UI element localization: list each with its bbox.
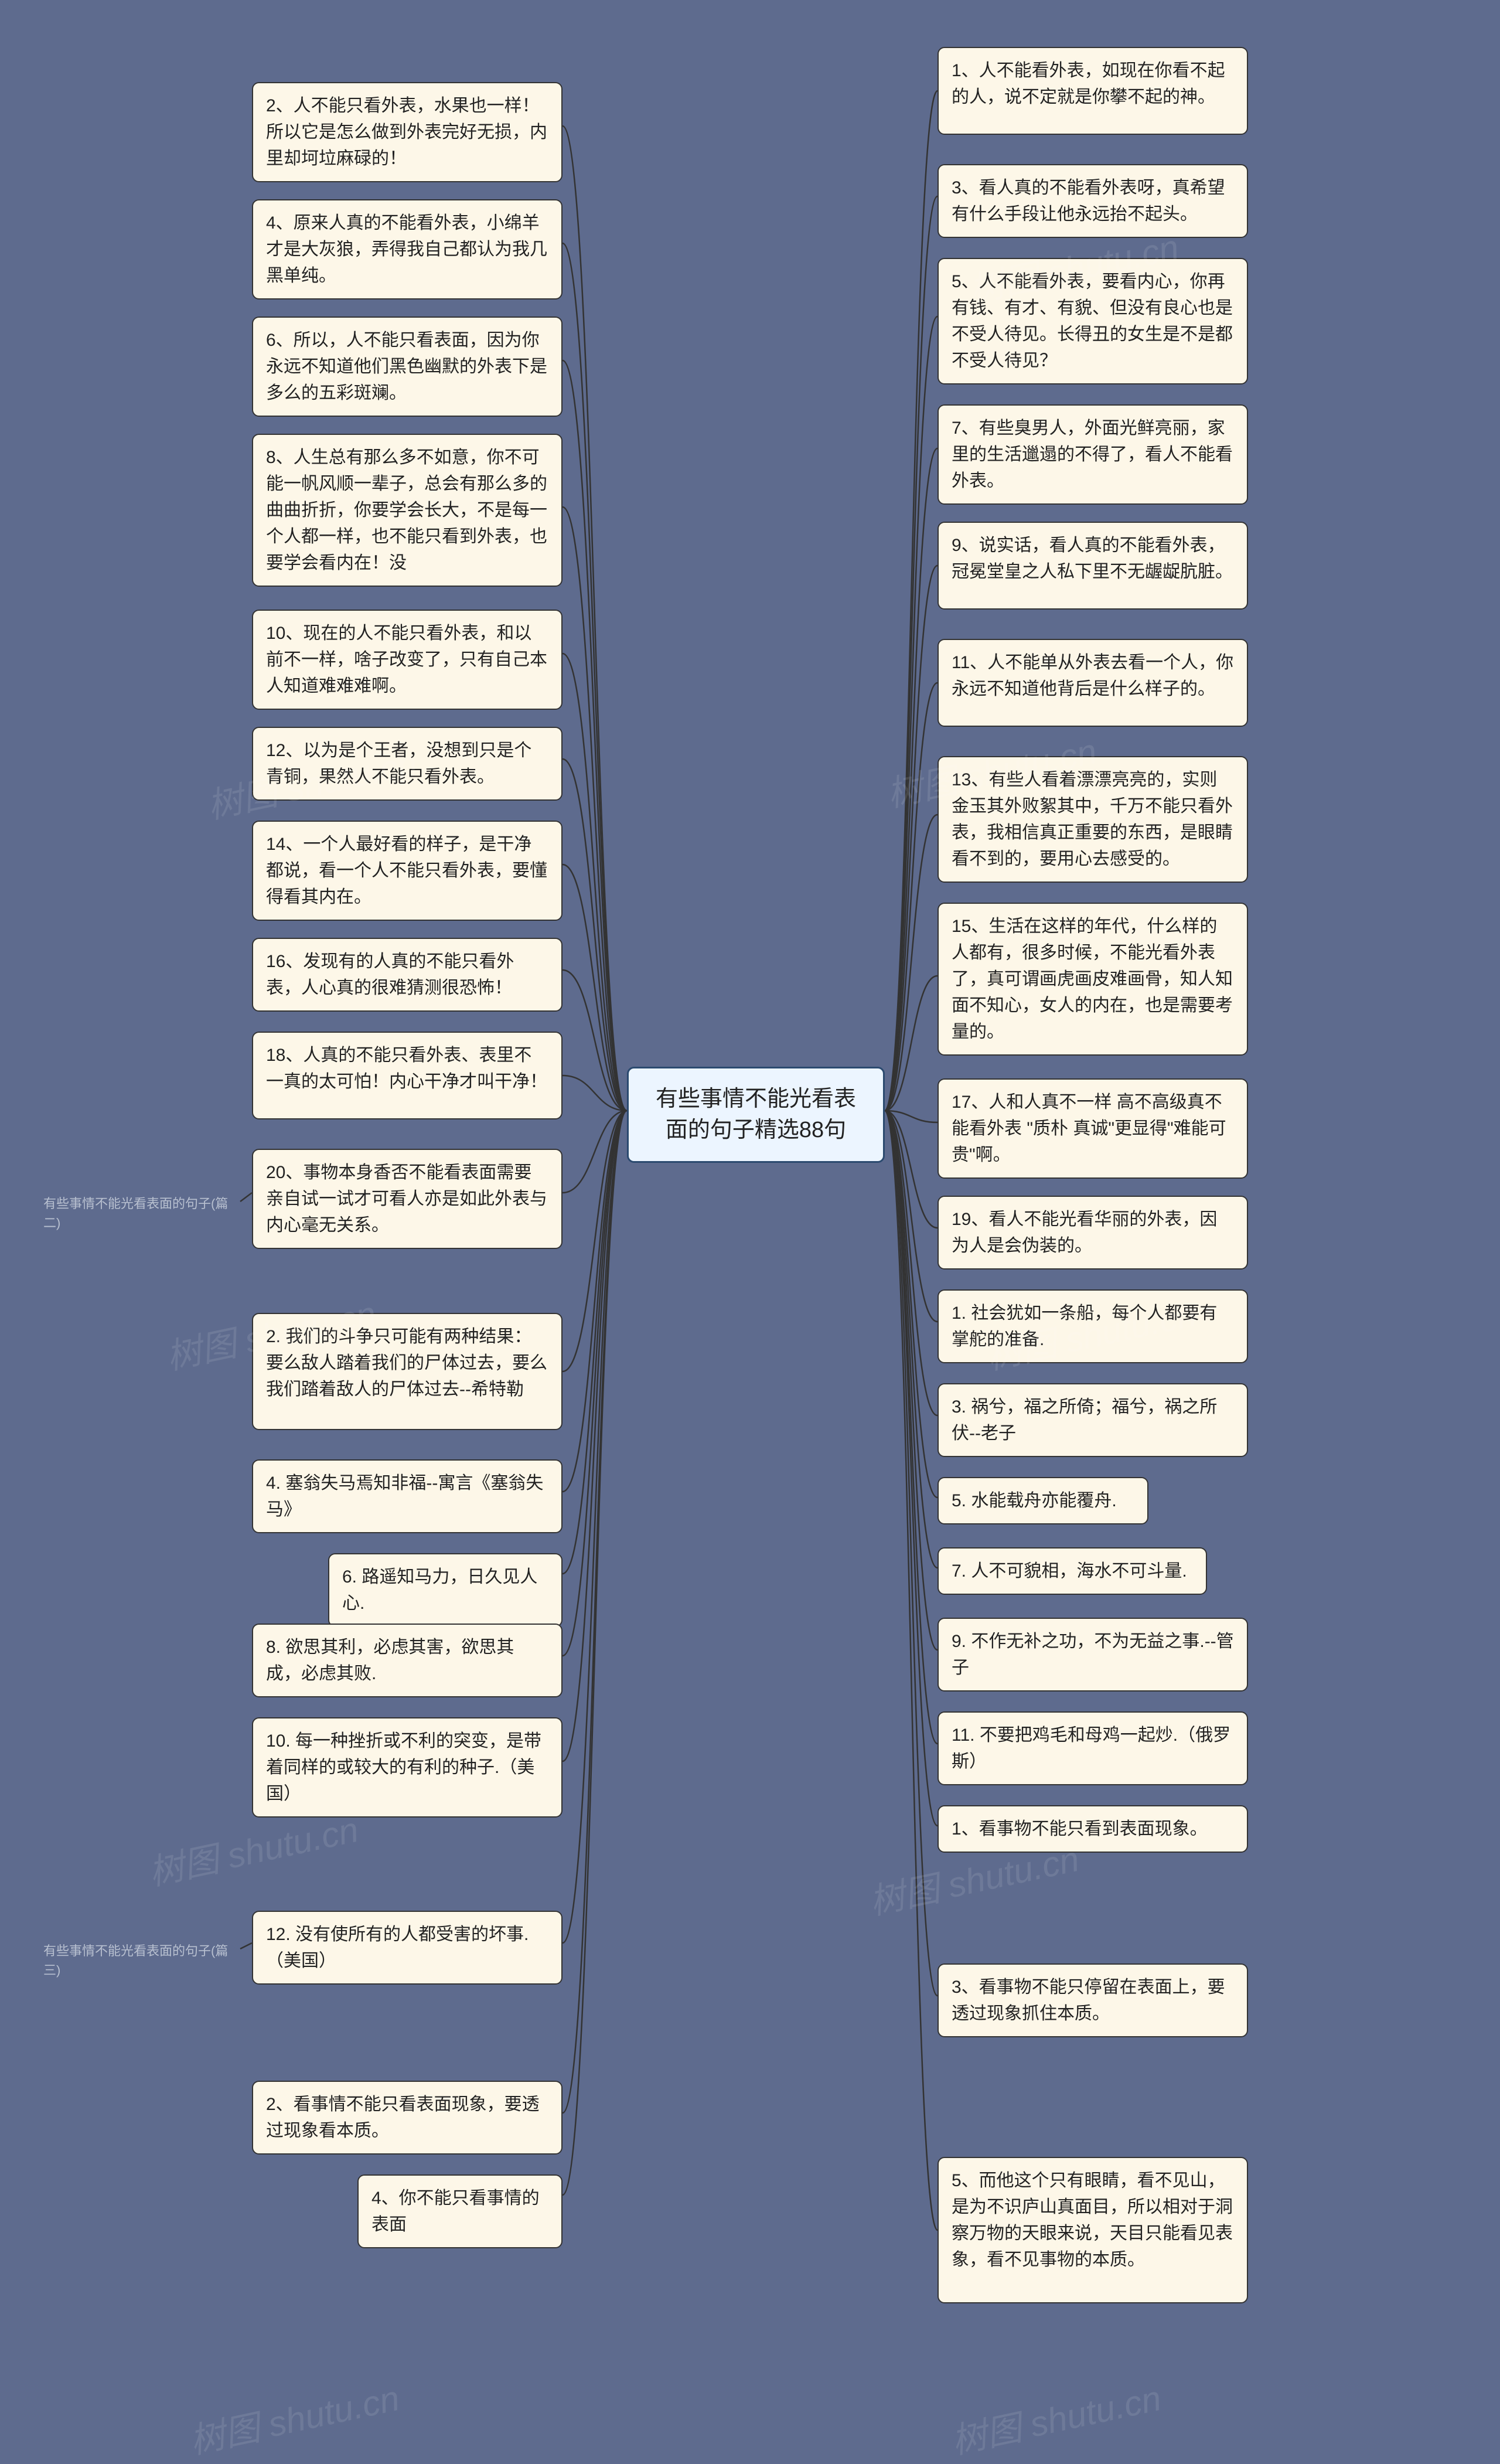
leaf-node: 4、原来人真的不能看外表，小绵羊才是大灰狼，弄得我自己都认为我几黑单纯。	[252, 199, 562, 300]
leaf-node: 3. 祸兮，福之所倚；福兮，祸之所伏--老子	[938, 1383, 1248, 1457]
leaf-node: 3、看人真的不能看外表呀，真希望有什么手段让他永远抬不起头。	[938, 164, 1248, 238]
leaf-node: 6、所以，人不能只看表面，因为你永远不知道他们黑色幽默的外表下是多么的五彩斑斓。	[252, 316, 562, 417]
leaf-node: 12. 没有使所有的人都受害的坏事.（美国）	[252, 1911, 562, 1985]
leaf-node: 2、看事情不能只看表面现象，要透过现象看本质。	[252, 2081, 562, 2155]
leaf-node: 4. 塞翁失马焉知非福--寓言《塞翁失马》	[252, 1459, 562, 1533]
mindmap-canvas: 有些事情不能光看表面的句子精选88句 2、人不能只看外表，水果也一样！所以它是怎么…	[0, 0, 1500, 2455]
watermark: 树图 shutu.cn	[185, 2370, 404, 2464]
leaf-node: 8. 欲思其利，必虑其害，欲思其成，必虑其败.	[252, 1624, 562, 1697]
leaf-node: 15、生活在这样的年代，什么样的人都有，很多时候，不能光看外表了，真可谓画虎画皮…	[938, 903, 1248, 1056]
leaf-node: 19、看人不能光看华丽的外表，因为人是会伪装的。	[938, 1196, 1248, 1270]
leaf-node: 11、人不能单从外表去看一个人，你永远不知道他背后是什么样子的。	[938, 639, 1248, 727]
center-node: 有些事情不能光看表面的句子精选88句	[627, 1067, 885, 1163]
leaf-node: 14、一个人最好看的样子，是干净都说，看一个人不能只看外表，要懂得看其内在。	[252, 821, 562, 921]
watermark: 树图 shutu.cn	[946, 2370, 1165, 2464]
leaf-node: 16、发现有的人真的不能只看外表，人心真的很难猜测很恐怖！	[252, 938, 562, 1012]
leaf-node: 7. 人不可貌相，海水不可斗量.	[938, 1547, 1207, 1595]
leaf-node: 10、现在的人不能只看外表，和以前不一样，啥子改变了，只有自己本人知道难难难啊。	[252, 610, 562, 710]
leaf-node: 1、看事物不能只看到表面现象。	[938, 1805, 1248, 1853]
leaf-node: 5. 水能载舟亦能覆舟.	[938, 1477, 1148, 1524]
link-node: 有些事情不能光看表面的句子(篇二)	[41, 1193, 240, 1234]
leaf-node: 10. 每一种挫折或不利的突变，是带着同样的或较大的有利的种子.（美国）	[252, 1717, 562, 1818]
leaf-node: 20、事物本身香否不能看表面需要亲自试一试才可看人亦是如此外表与内心毫无关系。	[252, 1149, 562, 1249]
leaf-node: 1. 社会犹如一条船，每个人都要有掌舵的准备.	[938, 1289, 1248, 1363]
leaf-node: 7、有些臭男人，外面光鲜亮丽，家里的生活邋遢的不得了，看人不能看外表。	[938, 404, 1248, 505]
leaf-node: 5、而他这个只有眼睛，看不见山，是为不识庐山真面目，所以相对于洞察万物的天眼来说…	[938, 2157, 1248, 2303]
leaf-node: 5、人不能看外表，要看内心，你再有钱、有才、有貌、但没有良心也是不受人待见。长得…	[938, 258, 1248, 384]
link-node: 有些事情不能光看表面的句子(篇三)	[41, 1940, 240, 1981]
leaf-node: 3、看事物不能只停留在表面上，要透过现象抓住本质。	[938, 1963, 1248, 2037]
leaf-node: 17、人和人真不一样 高不高级真不能看外表 "质朴 真诚"更显得"难能可贵"啊。	[938, 1078, 1248, 1179]
leaf-node: 11. 不要把鸡毛和母鸡一起炒.（俄罗斯）	[938, 1711, 1248, 1785]
leaf-node: 1、人不能看外表，如现在你看不起的人，说不定就是你攀不起的神。	[938, 47, 1248, 135]
leaf-node: 13、有些人看着漂漂亮亮的，实则金玉其外败絮其中，千万不能只看外表，我相信真正重…	[938, 756, 1248, 883]
leaf-node: 9. 不作无补之功，不为无益之事.--管子	[938, 1618, 1248, 1692]
leaf-node: 2. 我们的斗争只可能有两种结果：要么敌人踏着我们的尸体过去，要么我们踏着敌人的…	[252, 1313, 562, 1430]
leaf-node: 12、以为是个王者，没想到只是个青铜，果然人不能只看外表。	[252, 727, 562, 801]
leaf-node: 18、人真的不能只看外表、表里不一真的太可怕！内心干净才叫干净！	[252, 1032, 562, 1119]
leaf-node: 8、人生总有那么多不如意，你不可能一帆风顺一辈子，总会有那么多的曲曲折折，你要学…	[252, 434, 562, 587]
leaf-node: 2、人不能只看外表，水果也一样！所以它是怎么做到外表完好无损，内里却坷垃麻碌的！	[252, 82, 562, 182]
leaf-node: 4、你不能只看事情的表面	[357, 2174, 562, 2248]
leaf-node: 6. 路遥知马力，日久见人心.	[328, 1553, 562, 1627]
leaf-node: 9、说实话，看人真的不能看外表，冠冕堂皇之人私下里不无龌龊肮脏。	[938, 522, 1248, 610]
